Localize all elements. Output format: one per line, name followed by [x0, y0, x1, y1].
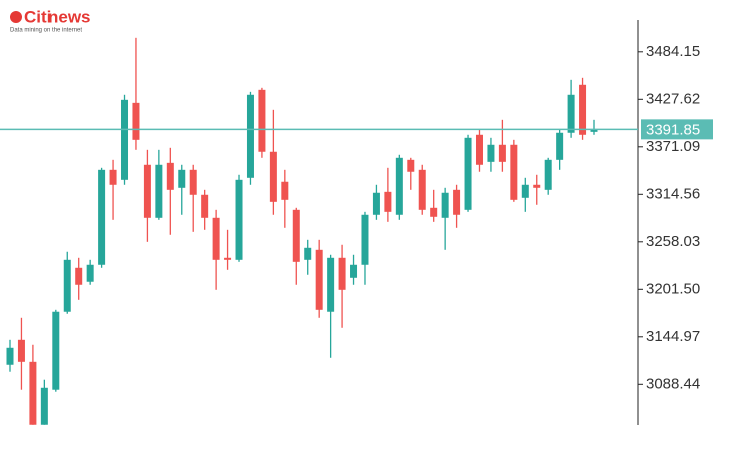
y-tick-label: 3201.50 — [646, 280, 700, 297]
price-tag — [641, 119, 713, 140]
y-tick-label: 3144.97 — [646, 328, 700, 345]
candle-body — [533, 184, 541, 188]
candle-body — [475, 134, 483, 165]
candle-body — [361, 214, 369, 265]
candle-body — [189, 169, 197, 195]
candle-body — [121, 99, 129, 180]
candle-body — [327, 257, 335, 312]
logo: Citi news Data mining on the internet — [10, 7, 91, 34]
candle-body — [246, 94, 254, 178]
candle-body — [292, 209, 300, 262]
candle-body — [464, 137, 472, 210]
candle-body — [178, 169, 186, 188]
candle-body — [86, 264, 94, 282]
candle-body — [258, 89, 266, 152]
candle-body — [338, 257, 346, 290]
candle-body — [372, 192, 380, 215]
logo-icon — [10, 11, 22, 23]
candle-body — [281, 181, 289, 200]
candle-body — [521, 184, 529, 198]
candle-body — [109, 169, 117, 185]
y-tick-label: 3088.44 — [646, 375, 700, 392]
candle-body — [17, 339, 25, 362]
candle-body — [6, 347, 14, 365]
candle-body — [63, 259, 71, 312]
candle-body — [350, 264, 358, 278]
candle-body — [143, 164, 151, 218]
y-tick-label: 3371.09 — [646, 138, 700, 155]
candle-body — [75, 267, 83, 285]
candle-body — [224, 257, 232, 260]
candle-body — [201, 194, 209, 218]
y-tick-label: 3314.56 — [646, 185, 700, 202]
candle-body — [544, 159, 552, 190]
candle-body — [430, 207, 438, 217]
candle-body — [487, 144, 495, 162]
candle-body — [579, 84, 587, 135]
y-tick-label: 3484.15 — [646, 43, 700, 60]
logo-brand: Citi — [24, 7, 51, 26]
candle-body — [52, 311, 60, 390]
candle-body — [40, 387, 48, 425]
logo-tagline: Data mining on the internet — [10, 28, 82, 34]
candle-body — [384, 191, 392, 212]
y-tick-label: 3427.62 — [646, 90, 700, 107]
candle-body — [155, 164, 163, 218]
candle-body — [567, 94, 575, 133]
candle-body — [453, 189, 461, 215]
candle-body — [132, 102, 140, 140]
candle-body — [441, 192, 449, 218]
candle-body — [418, 169, 426, 210]
candle-body — [315, 249, 323, 310]
candle-body — [98, 169, 106, 265]
candle-body — [407, 159, 415, 172]
logo-brand: news — [48, 7, 91, 26]
candle-body — [498, 144, 506, 162]
candle-body — [269, 151, 277, 202]
candle-body — [556, 132, 564, 160]
candle-body — [212, 217, 220, 260]
candle-body — [166, 162, 174, 190]
candle-body — [304, 247, 312, 260]
candle-body — [395, 157, 403, 215]
candle-body — [590, 129, 598, 132]
price-label: 3391.85 — [646, 121, 700, 138]
y-tick-label: 3258.03 — [646, 233, 700, 250]
candle-body — [29, 361, 37, 425]
candle-body — [235, 179, 243, 260]
candle-body — [510, 144, 518, 200]
